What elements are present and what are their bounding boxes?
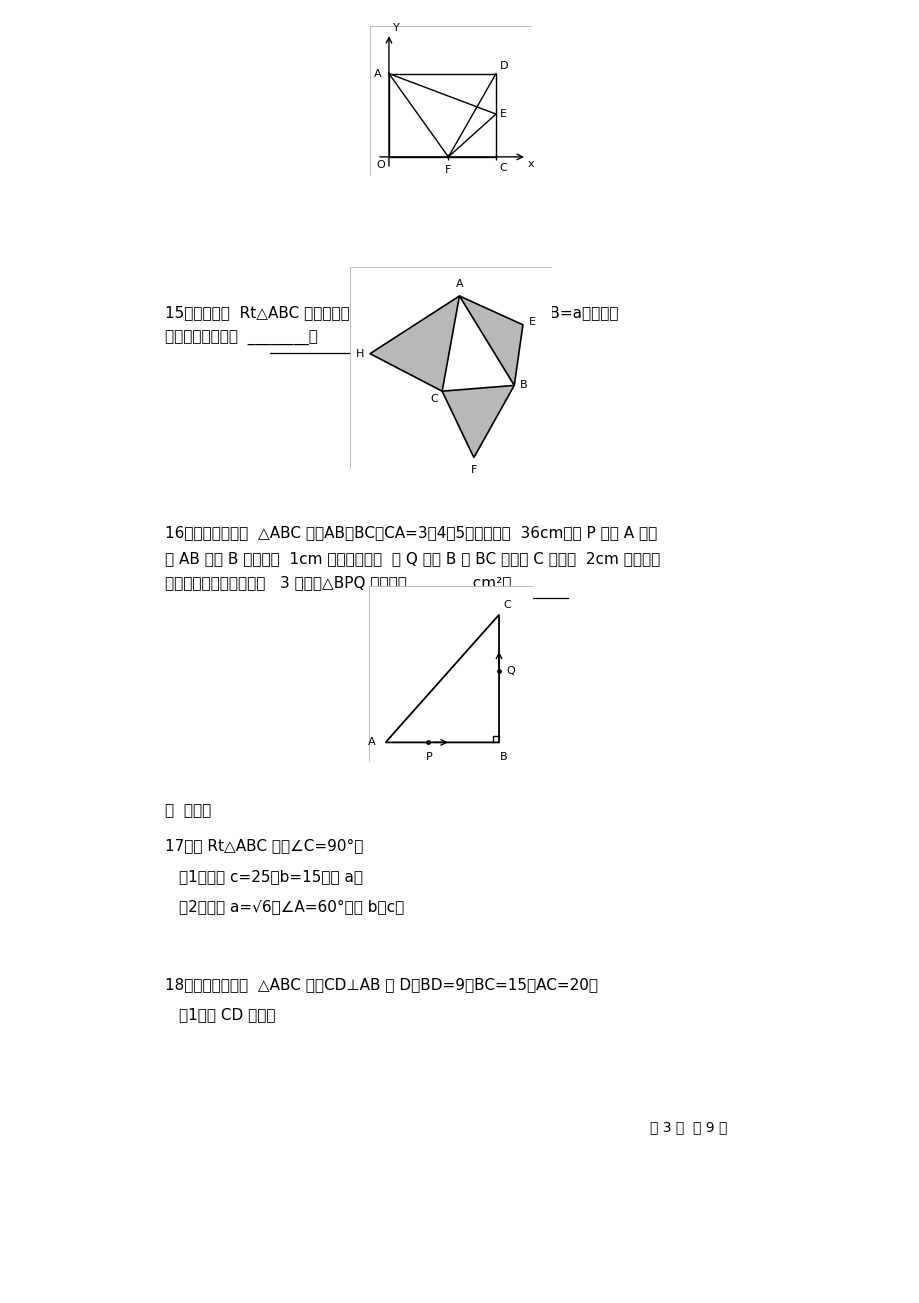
Text: x: x <box>528 159 534 169</box>
Text: 16．如图所示，在  △ABC 中，AB：BC：CA=3：4：5，且周长为  36cm，点 P 从点 A 开始: 16．如图所示，在 △ABC 中，AB：BC：CA=3：4：5，且周长为 36c… <box>165 525 656 541</box>
Text: 15．如图，以  Rt△ABC 的三边为斜边分别向外作等腰直角三角形，若斜边       AB=a，则图中: 15．如图，以 Rt△ABC 的三边为斜边分别向外作等腰直角三角形，若斜边 AB… <box>165 305 618 319</box>
Text: F: F <box>445 165 451 175</box>
Text: A: A <box>455 279 463 289</box>
Text: 第 3 页  共 9 页: 第 3 页 共 9 页 <box>649 1121 726 1135</box>
Text: C: C <box>503 601 510 611</box>
Text: O: O <box>376 160 384 171</box>
Text: P: P <box>425 752 433 762</box>
Text: B: B <box>499 752 506 762</box>
Bar <box>369 26 531 176</box>
Text: C: C <box>499 163 506 173</box>
Text: （2）已知 a=√6，∠A=60°，求 b、c．: （2）已知 a=√6，∠A=60°，求 b、c． <box>179 899 404 913</box>
Text: Q: Q <box>505 666 515 676</box>
Text: D: D <box>499 61 507 72</box>
Text: 17．在 Rt△ABC 中，∠C=90°．: 17．在 Rt△ABC 中，∠C=90°． <box>165 839 363 853</box>
Text: 阴影部分的面积为  ________．: 阴影部分的面积为 ________． <box>165 331 317 347</box>
Text: F: F <box>471 465 477 474</box>
Bar <box>369 586 532 762</box>
Text: 动，如果同时出发，则过   3 秒时，△BPQ 的面积为 ________cm²．: 动，如果同时出发，则过 3 秒时，△BPQ 的面积为 ________cm²． <box>165 576 511 592</box>
Polygon shape <box>369 296 522 457</box>
Text: H: H <box>356 349 364 358</box>
Text: E: E <box>499 109 506 119</box>
Text: B: B <box>519 380 528 391</box>
Text: A: A <box>374 69 381 78</box>
Text: 沿 AB 边向 B 点以每秒  1cm 的速度移动；  点 Q 从点 B 沿 BC 边向点 C 以每秒  2cm 的速度移: 沿 AB 边向 B 点以每秒 1cm 的速度移动； 点 Q 从点 B 沿 BC … <box>165 551 660 566</box>
Text: （1）求 CD 的长；: （1）求 CD 的长； <box>179 1007 276 1022</box>
Bar <box>349 267 551 469</box>
Text: E: E <box>528 317 535 327</box>
Polygon shape <box>442 296 514 391</box>
Text: （1）已知 c=25，b=15，求 a；: （1）已知 c=25，b=15，求 a； <box>179 869 363 883</box>
Text: 三  解答题: 三 解答题 <box>165 804 211 818</box>
Text: C: C <box>429 394 437 404</box>
Text: 18．如图，已知在  △ABC 中，CD⊥AB 于 D，BD=9，BC=15，AC=20．: 18．如图，已知在 △ABC 中，CD⊥AB 于 D，BD=9，BC=15，AC… <box>165 977 597 992</box>
Text: A: A <box>368 737 375 748</box>
Text: Y: Y <box>392 23 399 33</box>
